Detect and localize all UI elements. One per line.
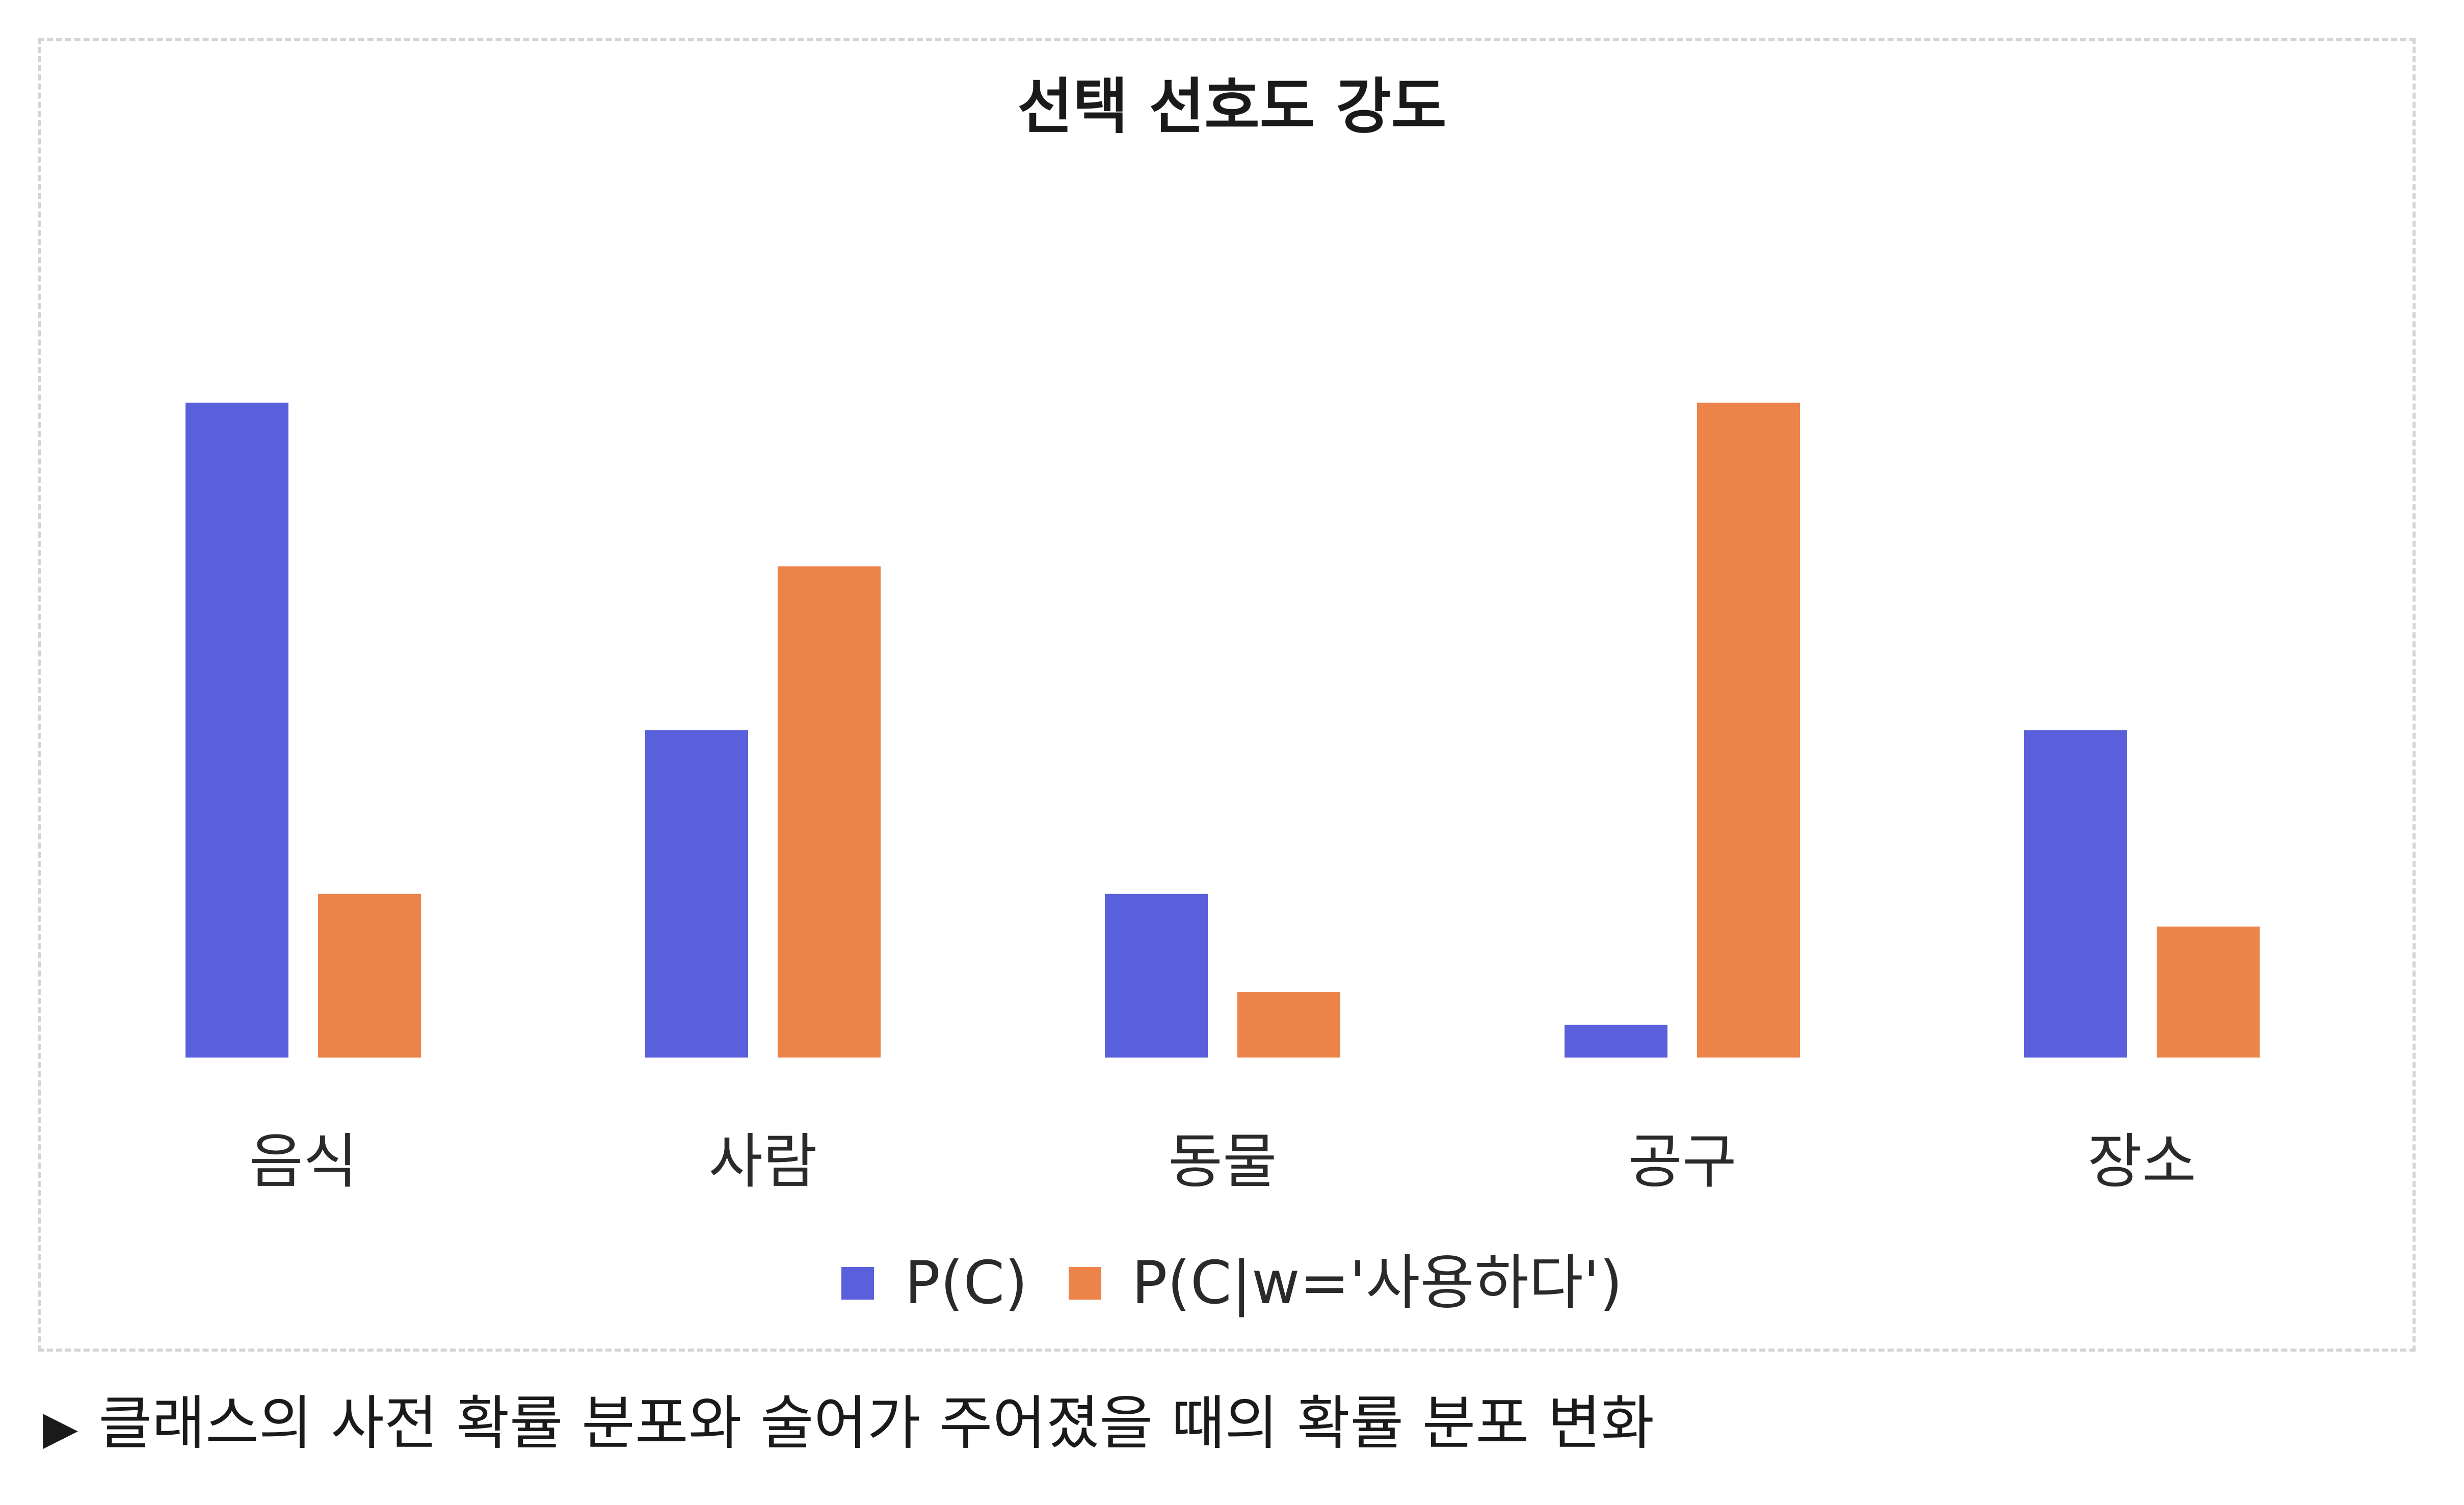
legend-swatch-conditional: [1068, 1267, 1101, 1300]
legend-label-prior: P(C): [905, 1249, 1028, 1317]
bar-conditional-3: [1697, 403, 1800, 1058]
category-label-2: 동물: [1168, 1127, 1277, 1196]
bar-conditional-1: [778, 566, 881, 1058]
chart-title: 선택 선호도 강도: [1017, 71, 1447, 142]
chart-frame: [38, 38, 2416, 1352]
bar-prior-0: [186, 403, 288, 1058]
bar-prior-1: [645, 730, 748, 1058]
category-label-3: 공구: [1628, 1127, 1737, 1196]
category-label-4: 장소: [2087, 1127, 2196, 1196]
legend-item-prior: P(C): [841, 1249, 1028, 1317]
category-label-1: 사람: [708, 1127, 817, 1196]
legend-label-conditional: P(C|w='사용하다'): [1131, 1249, 1623, 1317]
bar-conditional-2: [1237, 992, 1340, 1058]
bar-prior-3: [1565, 1024, 1667, 1058]
caption-text: 클래스의 사전 확률 분포와 술어가 주어졌을 때의 확률 분포 변화: [98, 1389, 1655, 1457]
bar-prior-2: [1105, 893, 1208, 1058]
bar-conditional-4: [2157, 927, 2260, 1058]
bars-layer: [186, 403, 2260, 1058]
figure-caption: ▶ 클래스의 사전 확률 분포와 술어가 주어졌을 때의 확률 분포 변화: [43, 1394, 1654, 1453]
bar-conditional-0: [318, 893, 421, 1058]
bar-prior-4: [2024, 730, 2127, 1058]
category-label-0: 음식: [249, 1127, 358, 1196]
legend-swatch-prior: [841, 1267, 875, 1300]
caption-marker-icon: ▶: [43, 1401, 78, 1455]
legend-item-conditional: P(C|w='사용하다'): [1068, 1249, 1623, 1317]
legend: P(C) P(C|w='사용하다'): [0, 1254, 2464, 1313]
